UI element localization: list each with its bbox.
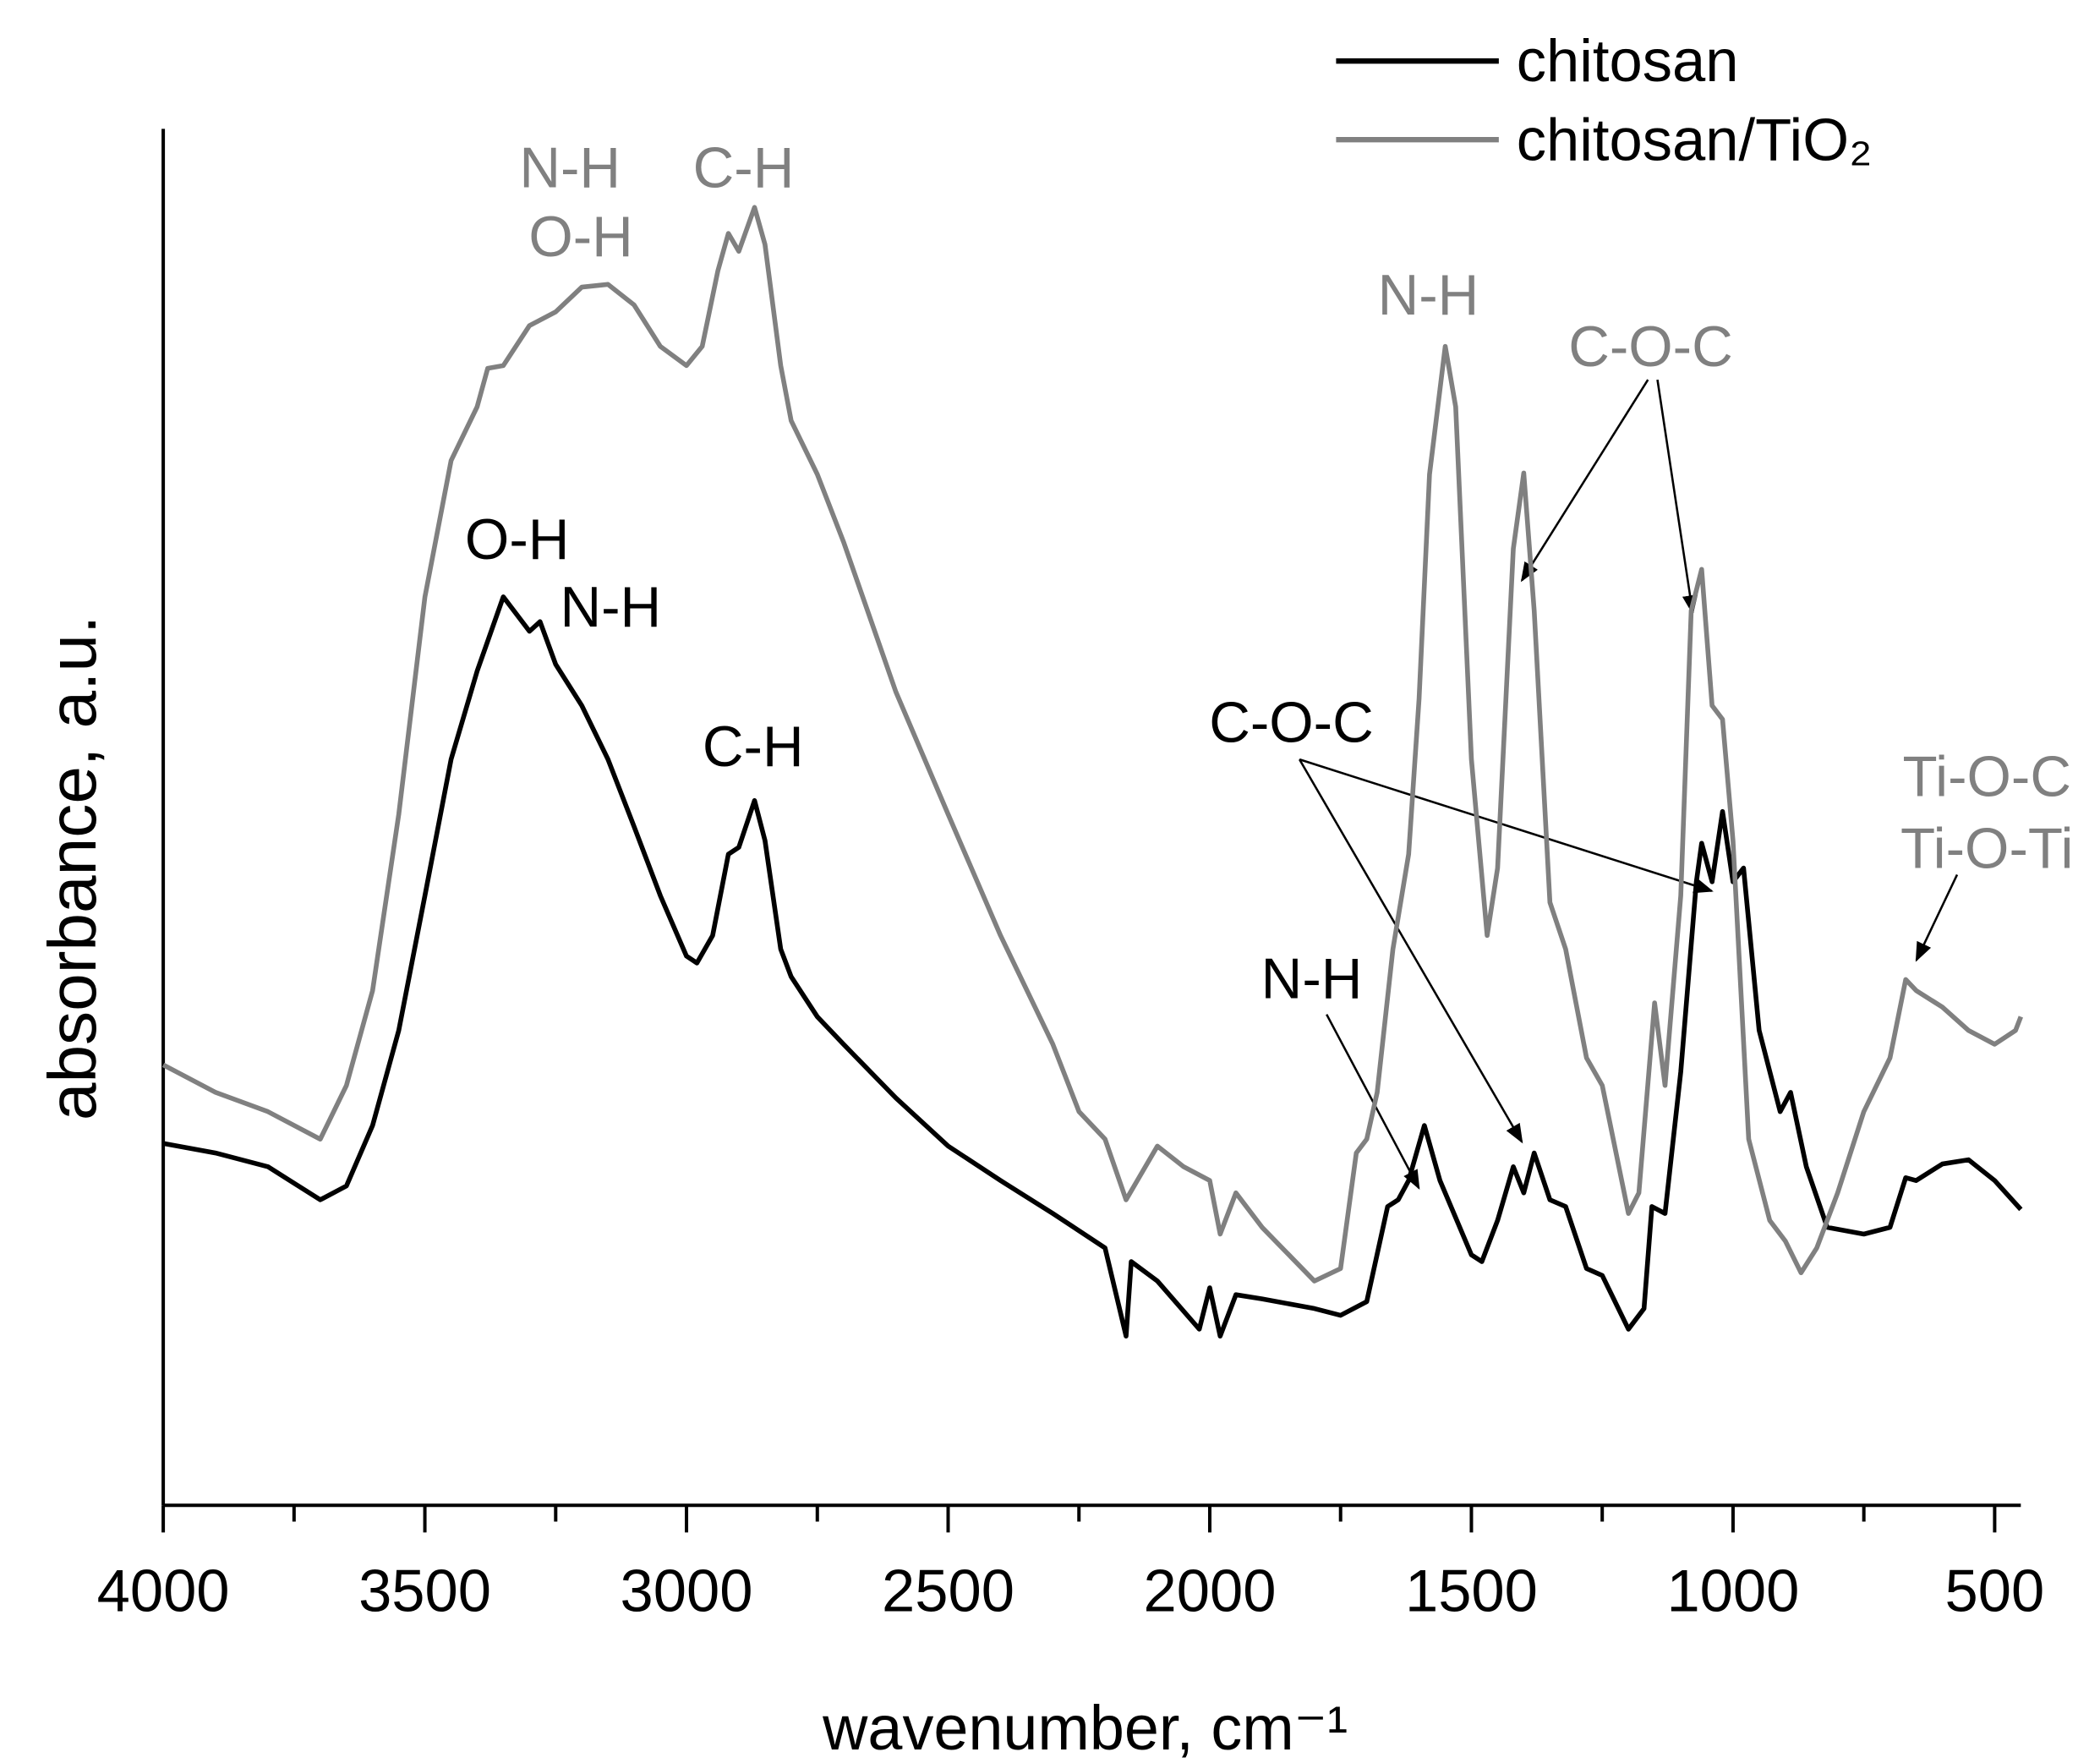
x-tick-label: 500 (1945, 1557, 2045, 1623)
annotation: C-H (693, 136, 795, 200)
data-line (161, 205, 2023, 1284)
arrow (1656, 379, 1698, 616)
annotation: C-H (703, 715, 804, 779)
legend-label: chitosan/TiO₂ (1517, 106, 1873, 172)
arrows (1298, 379, 1959, 1191)
data-line (162, 594, 2023, 1339)
x-tick-label: 2000 (1144, 1557, 1277, 1623)
annotation: N-H (1261, 947, 1363, 1010)
x-tick-label: 4000 (97, 1557, 230, 1623)
annotation: N-H (519, 136, 621, 200)
arrow (1520, 379, 1649, 583)
x-tick-label: 1500 (1405, 1557, 1538, 1623)
arrow (1298, 758, 1523, 1144)
annotation: N-H (560, 576, 661, 639)
arrow (1299, 758, 1714, 894)
annotation: Ti-O-C (1903, 745, 2072, 808)
x-tick-label: 3000 (621, 1557, 753, 1623)
annotation: O-H (465, 508, 569, 572)
annotation: N-H (1378, 264, 1479, 327)
annotation: O-H (528, 205, 632, 269)
arrow (1326, 1014, 1420, 1191)
arrow (1915, 873, 1959, 962)
annotation: Ti-O-Ti (1900, 817, 2073, 880)
annotation: C-O-C (1568, 315, 1733, 379)
x-tick-label: 1000 (1666, 1557, 1799, 1623)
legend-label: chitosan (1517, 27, 1739, 94)
x-tick-label: 3500 (358, 1557, 491, 1623)
y-axis-label: absorbance, a.u. (34, 616, 110, 1120)
x-axis-label: wavenumber, cm⁻¹ (822, 1693, 1348, 1763)
x-tick-label: 2500 (882, 1557, 1014, 1623)
annotation: C-O-C (1209, 691, 1374, 754)
